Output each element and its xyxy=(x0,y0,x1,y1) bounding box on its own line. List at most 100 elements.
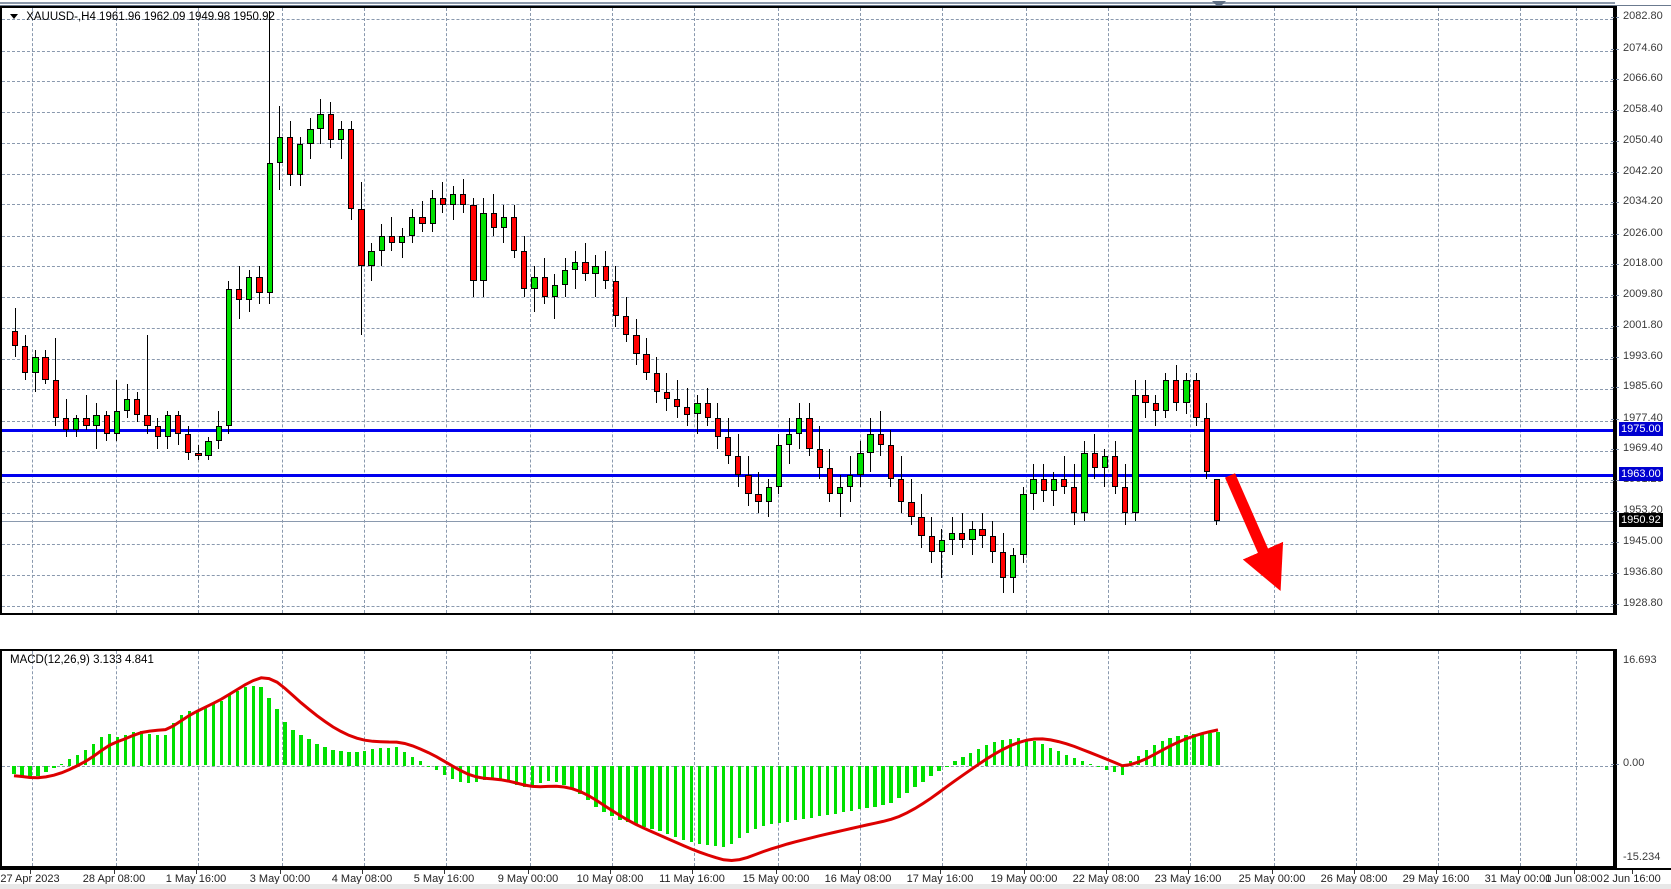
candlestick[interactable] xyxy=(510,8,518,613)
candlestick[interactable] xyxy=(887,8,895,613)
chart-scroll-strip[interactable] xyxy=(0,0,1671,8)
candlestick[interactable] xyxy=(643,8,650,613)
candlestick[interactable] xyxy=(144,8,151,613)
scroll-position-marker-icon[interactable] xyxy=(1212,1,1226,8)
candlestick[interactable] xyxy=(735,8,742,613)
candlestick[interactable] xyxy=(796,8,803,613)
candlestick[interactable] xyxy=(1152,8,1159,613)
candlestick[interactable] xyxy=(276,8,284,613)
candlestick[interactable] xyxy=(857,8,864,613)
candlestick[interactable] xyxy=(602,8,609,613)
candlestick[interactable] xyxy=(1020,8,1027,613)
candlestick[interactable] xyxy=(337,8,345,613)
candlestick[interactable] xyxy=(1162,8,1170,613)
candlestick[interactable] xyxy=(378,8,385,613)
candlestick[interactable] xyxy=(1030,8,1037,613)
candlestick[interactable] xyxy=(83,8,90,613)
candlestick[interactable] xyxy=(684,8,691,613)
candlestick[interactable] xyxy=(633,8,640,613)
level-price-tag[interactable]: 1975.00 xyxy=(1619,421,1663,436)
candlestick[interactable] xyxy=(969,8,976,613)
level-price-tag[interactable]: 1963.00 xyxy=(1619,467,1663,482)
candlestick[interactable] xyxy=(541,8,548,613)
candlestick[interactable] xyxy=(246,8,253,613)
candlestick[interactable] xyxy=(673,8,681,613)
candlestick[interactable] xyxy=(236,8,243,613)
candlestick[interactable] xyxy=(531,8,538,613)
candlestick[interactable] xyxy=(663,8,671,613)
candlestick[interactable] xyxy=(1183,8,1190,613)
candlestick[interactable] xyxy=(867,8,874,613)
candlestick[interactable] xyxy=(185,8,192,613)
candlestick[interactable] xyxy=(500,8,508,613)
candlestick[interactable] xyxy=(1122,8,1129,613)
candlestick[interactable] xyxy=(1071,8,1078,613)
candlestick[interactable] xyxy=(460,8,467,613)
macd-scale-axis[interactable]: 16.693 0.00 -15.234 xyxy=(1611,649,1671,868)
candlestick[interactable] xyxy=(490,8,497,613)
candlestick[interactable] xyxy=(297,8,304,613)
candlestick[interactable] xyxy=(521,8,528,613)
candlestick[interactable] xyxy=(429,8,436,613)
time-scale-axis[interactable]: 27 Apr 2023 28 Apr 08:00 1 May 16:00 3 May … xyxy=(0,868,1671,889)
candlestick[interactable] xyxy=(123,8,131,613)
price-chart-pane[interactable]: XAUUSD-,H4 1961.96 1962.09 1949.98 1950.… xyxy=(0,6,1615,615)
candlestick[interactable] xyxy=(368,8,375,613)
candlestick[interactable] xyxy=(755,8,762,613)
candlestick[interactable] xyxy=(1091,8,1098,613)
candlestick[interactable] xyxy=(908,8,915,613)
candlestick[interactable] xyxy=(1203,8,1210,613)
candlestick[interactable] xyxy=(1173,8,1180,613)
candlestick[interactable] xyxy=(561,8,569,613)
candlestick[interactable] xyxy=(999,8,1007,613)
candlestick[interactable] xyxy=(847,8,854,613)
candlestick[interactable] xyxy=(775,8,783,613)
candlestick[interactable] xyxy=(52,8,59,613)
candlestick[interactable] xyxy=(1010,8,1017,613)
horizontal-level-line[interactable] xyxy=(2,474,1613,478)
candlestick[interactable] xyxy=(225,8,233,613)
candlestick[interactable] xyxy=(22,8,29,613)
scroll-rail[interactable] xyxy=(0,2,1615,4)
candlestick[interactable] xyxy=(286,8,294,613)
macd-plot-area[interactable] xyxy=(2,651,1613,866)
candlestick[interactable] xyxy=(449,8,457,613)
candlestick[interactable] xyxy=(113,8,121,613)
candlestick[interactable] xyxy=(806,8,813,613)
candlestick[interactable] xyxy=(164,8,172,613)
candlestick[interactable] xyxy=(714,8,721,613)
candlestick[interactable] xyxy=(32,8,39,613)
candlestick[interactable] xyxy=(582,8,589,613)
candlestick[interactable] xyxy=(73,8,80,613)
candlestick[interactable] xyxy=(989,8,996,613)
candlestick[interactable] xyxy=(959,8,966,613)
candlestick[interactable] xyxy=(195,8,202,613)
candlestick[interactable] xyxy=(1060,8,1068,613)
candlestick[interactable] xyxy=(439,8,446,613)
candlestick[interactable] xyxy=(388,8,396,613)
price-plot-area[interactable] xyxy=(2,8,1613,613)
candlestick[interactable] xyxy=(398,8,406,613)
candlestick[interactable] xyxy=(1050,8,1058,613)
candlestick[interactable] xyxy=(612,8,620,613)
candlestick[interactable] xyxy=(765,8,772,613)
candlestick[interactable] xyxy=(826,8,834,613)
candlestick[interactable] xyxy=(948,8,956,613)
candlestick[interactable] xyxy=(1142,8,1149,613)
candlestick[interactable] xyxy=(419,8,426,613)
candlestick[interactable] xyxy=(1193,8,1200,613)
candlestick[interactable] xyxy=(134,8,141,613)
candlestick[interactable] xyxy=(266,8,273,613)
collapse-caret-icon[interactable] xyxy=(10,14,18,20)
candlestick[interactable] xyxy=(307,8,314,613)
candlestick[interactable] xyxy=(103,8,110,613)
candlestick[interactable] xyxy=(1040,8,1047,613)
candlestick[interactable] xyxy=(877,8,884,613)
candlestick[interactable] xyxy=(1081,8,1088,613)
candlestick[interactable] xyxy=(816,8,823,613)
candlestick[interactable] xyxy=(409,8,416,613)
candlestick[interactable] xyxy=(154,8,161,613)
candlestick[interactable] xyxy=(93,8,100,613)
price-scale-axis[interactable]: 2082.80 2074.60 2066.60 2058.40 2050.40 2042.… xyxy=(1611,6,1671,615)
candlestick[interactable] xyxy=(358,8,365,613)
